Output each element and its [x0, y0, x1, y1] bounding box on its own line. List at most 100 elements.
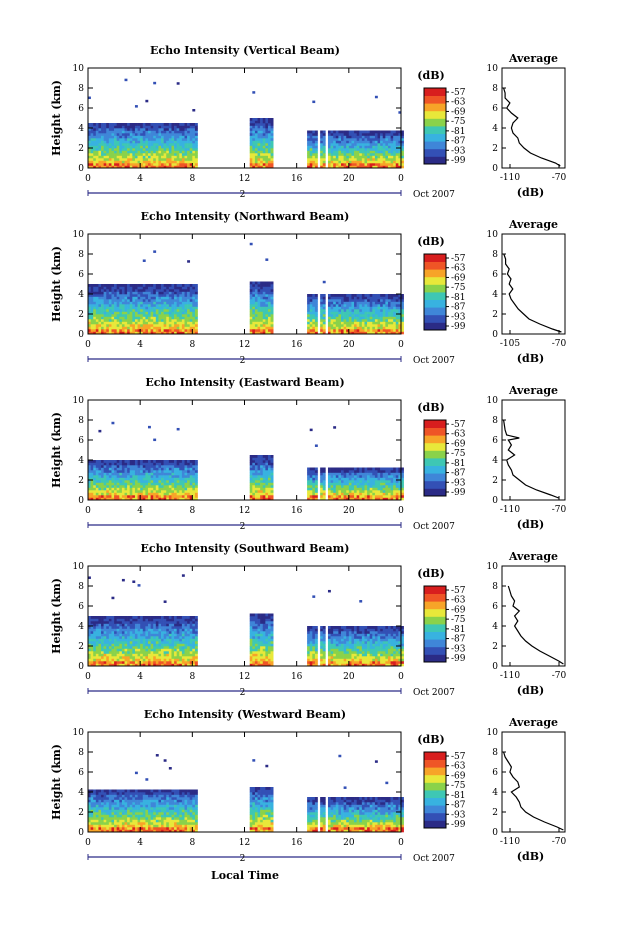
heatmap-cell: [330, 331, 334, 335]
heatmap-cell: [88, 470, 91, 473]
heatmap-cell: [137, 462, 141, 466]
heatmap-cell: [267, 160, 271, 164]
average-y-tick-label: 10: [487, 396, 499, 406]
heatmap-cell: [320, 480, 324, 483]
heatmap-cell: [194, 321, 198, 325]
heatmap-cell: [106, 284, 110, 287]
heatmap-cell: [312, 467, 316, 471]
heatmap-cell: [260, 123, 264, 126]
heatmap-cell: [377, 145, 381, 149]
heatmap-cell: [270, 492, 274, 496]
heatmap-cell: [346, 497, 350, 501]
heatmap-cell: [312, 296, 316, 300]
heatmap-cell: [249, 457, 253, 461]
heatmap-cell: [364, 487, 368, 491]
heatmap-cell: [377, 470, 381, 473]
heatmap-cell: [354, 130, 357, 134]
x-tick-label: 4: [137, 174, 143, 184]
heatmap-cell: [307, 487, 311, 491]
heatmap-cell: [101, 636, 104, 639]
heatmap-cell: [153, 309, 157, 312]
heatmap-cell: [189, 304, 193, 307]
heatmap-cell: [150, 329, 154, 332]
heatmap-cell: [150, 165, 154, 169]
heatmap-cell: [98, 163, 102, 166]
heatmap-cell: [254, 309, 258, 312]
heatmap-cell: [390, 324, 394, 327]
heatmap-cell: [356, 138, 360, 141]
heatmap-cell: [320, 472, 324, 476]
heatmap-cell: [106, 148, 110, 151]
heatmap-cell: [106, 490, 110, 493]
heatmap-cell: [137, 472, 141, 476]
heatmap-cell: [111, 158, 115, 161]
heatmap-cell: [333, 426, 337, 429]
heatmap-cell: [134, 160, 138, 164]
heatmap-cell: [387, 492, 391, 496]
heatmap-cell: [108, 485, 112, 488]
heatmap-cell: [114, 314, 117, 317]
heatmap-cell: [166, 294, 170, 297]
heatmap-cell: [103, 477, 107, 481]
heatmap-cell: [341, 470, 344, 473]
heatmap-cell: [111, 321, 115, 325]
heatmap-cell: [124, 294, 128, 297]
heatmap-cell: [359, 135, 363, 139]
heatmap-cell: [121, 623, 125, 627]
heatmap-cell: [127, 467, 131, 471]
heatmap-cell: [307, 150, 311, 154]
heatmap-cell: [179, 472, 183, 476]
heatmap-cell: [101, 331, 104, 335]
heatmap-cell: [401, 294, 404, 297]
heatmap-cell: [171, 130, 175, 134]
heatmap-cell: [335, 163, 339, 166]
heatmap-cell: [380, 160, 384, 164]
heatmap-cell: [267, 150, 271, 154]
heatmap-cell: [103, 138, 107, 141]
heatmap-cell: [254, 485, 258, 488]
heatmap-cell: [187, 128, 191, 131]
heatmap-cell: [309, 324, 313, 327]
heatmap-cell: [189, 153, 193, 156]
heatmap-cell: [372, 306, 376, 310]
heatmap-cell: [161, 284, 164, 287]
heatmap-cell: [88, 576, 91, 579]
heatmap-cell: [367, 138, 370, 141]
heatmap-cell: [346, 143, 350, 146]
heatmap-cell: [155, 153, 159, 156]
heatmap-cell: [257, 291, 261, 295]
heatmap-cell: [327, 143, 331, 146]
heatmap-cell: [335, 329, 339, 332]
heatmap-cell: [103, 482, 107, 486]
heatmap-cell: [249, 133, 253, 136]
heatmap-cell: [338, 304, 342, 307]
heatmap-cell: [153, 250, 157, 253]
heatmap-cell: [93, 621, 97, 624]
heatmap-cell: [333, 130, 337, 134]
heatmap-cell: [327, 490, 331, 493]
heatmap-cell: [338, 165, 342, 169]
heatmap-cell: [385, 490, 389, 493]
heatmap-cell: [142, 143, 146, 146]
heatmap-cell: [327, 485, 331, 488]
panel-title: Echo Intensity (Northward Beam): [141, 210, 350, 223]
heatmap-cell: [343, 165, 347, 169]
heatmap-cell: [322, 321, 326, 325]
heatmap-cell: [114, 306, 117, 310]
heatmap-cell: [108, 465, 112, 468]
heatmap-cell: [267, 148, 271, 151]
heatmap-cell: [361, 143, 365, 146]
heatmap-cell: [330, 294, 334, 297]
heatmap-cell: [174, 299, 177, 302]
heatmap-cell: [330, 321, 334, 325]
heatmap-cell: [88, 123, 91, 126]
heatmap-cell: [101, 623, 104, 627]
heatmap-cell: [348, 138, 352, 141]
heatmap-cell: [179, 130, 183, 134]
heatmap-cell: [127, 626, 131, 629]
heatmap-cell: [257, 296, 261, 300]
heatmap-cell: [166, 497, 170, 501]
heatmap-cell: [252, 304, 256, 307]
heatmap-cell: [398, 148, 402, 151]
heatmap-cell: [168, 289, 172, 292]
